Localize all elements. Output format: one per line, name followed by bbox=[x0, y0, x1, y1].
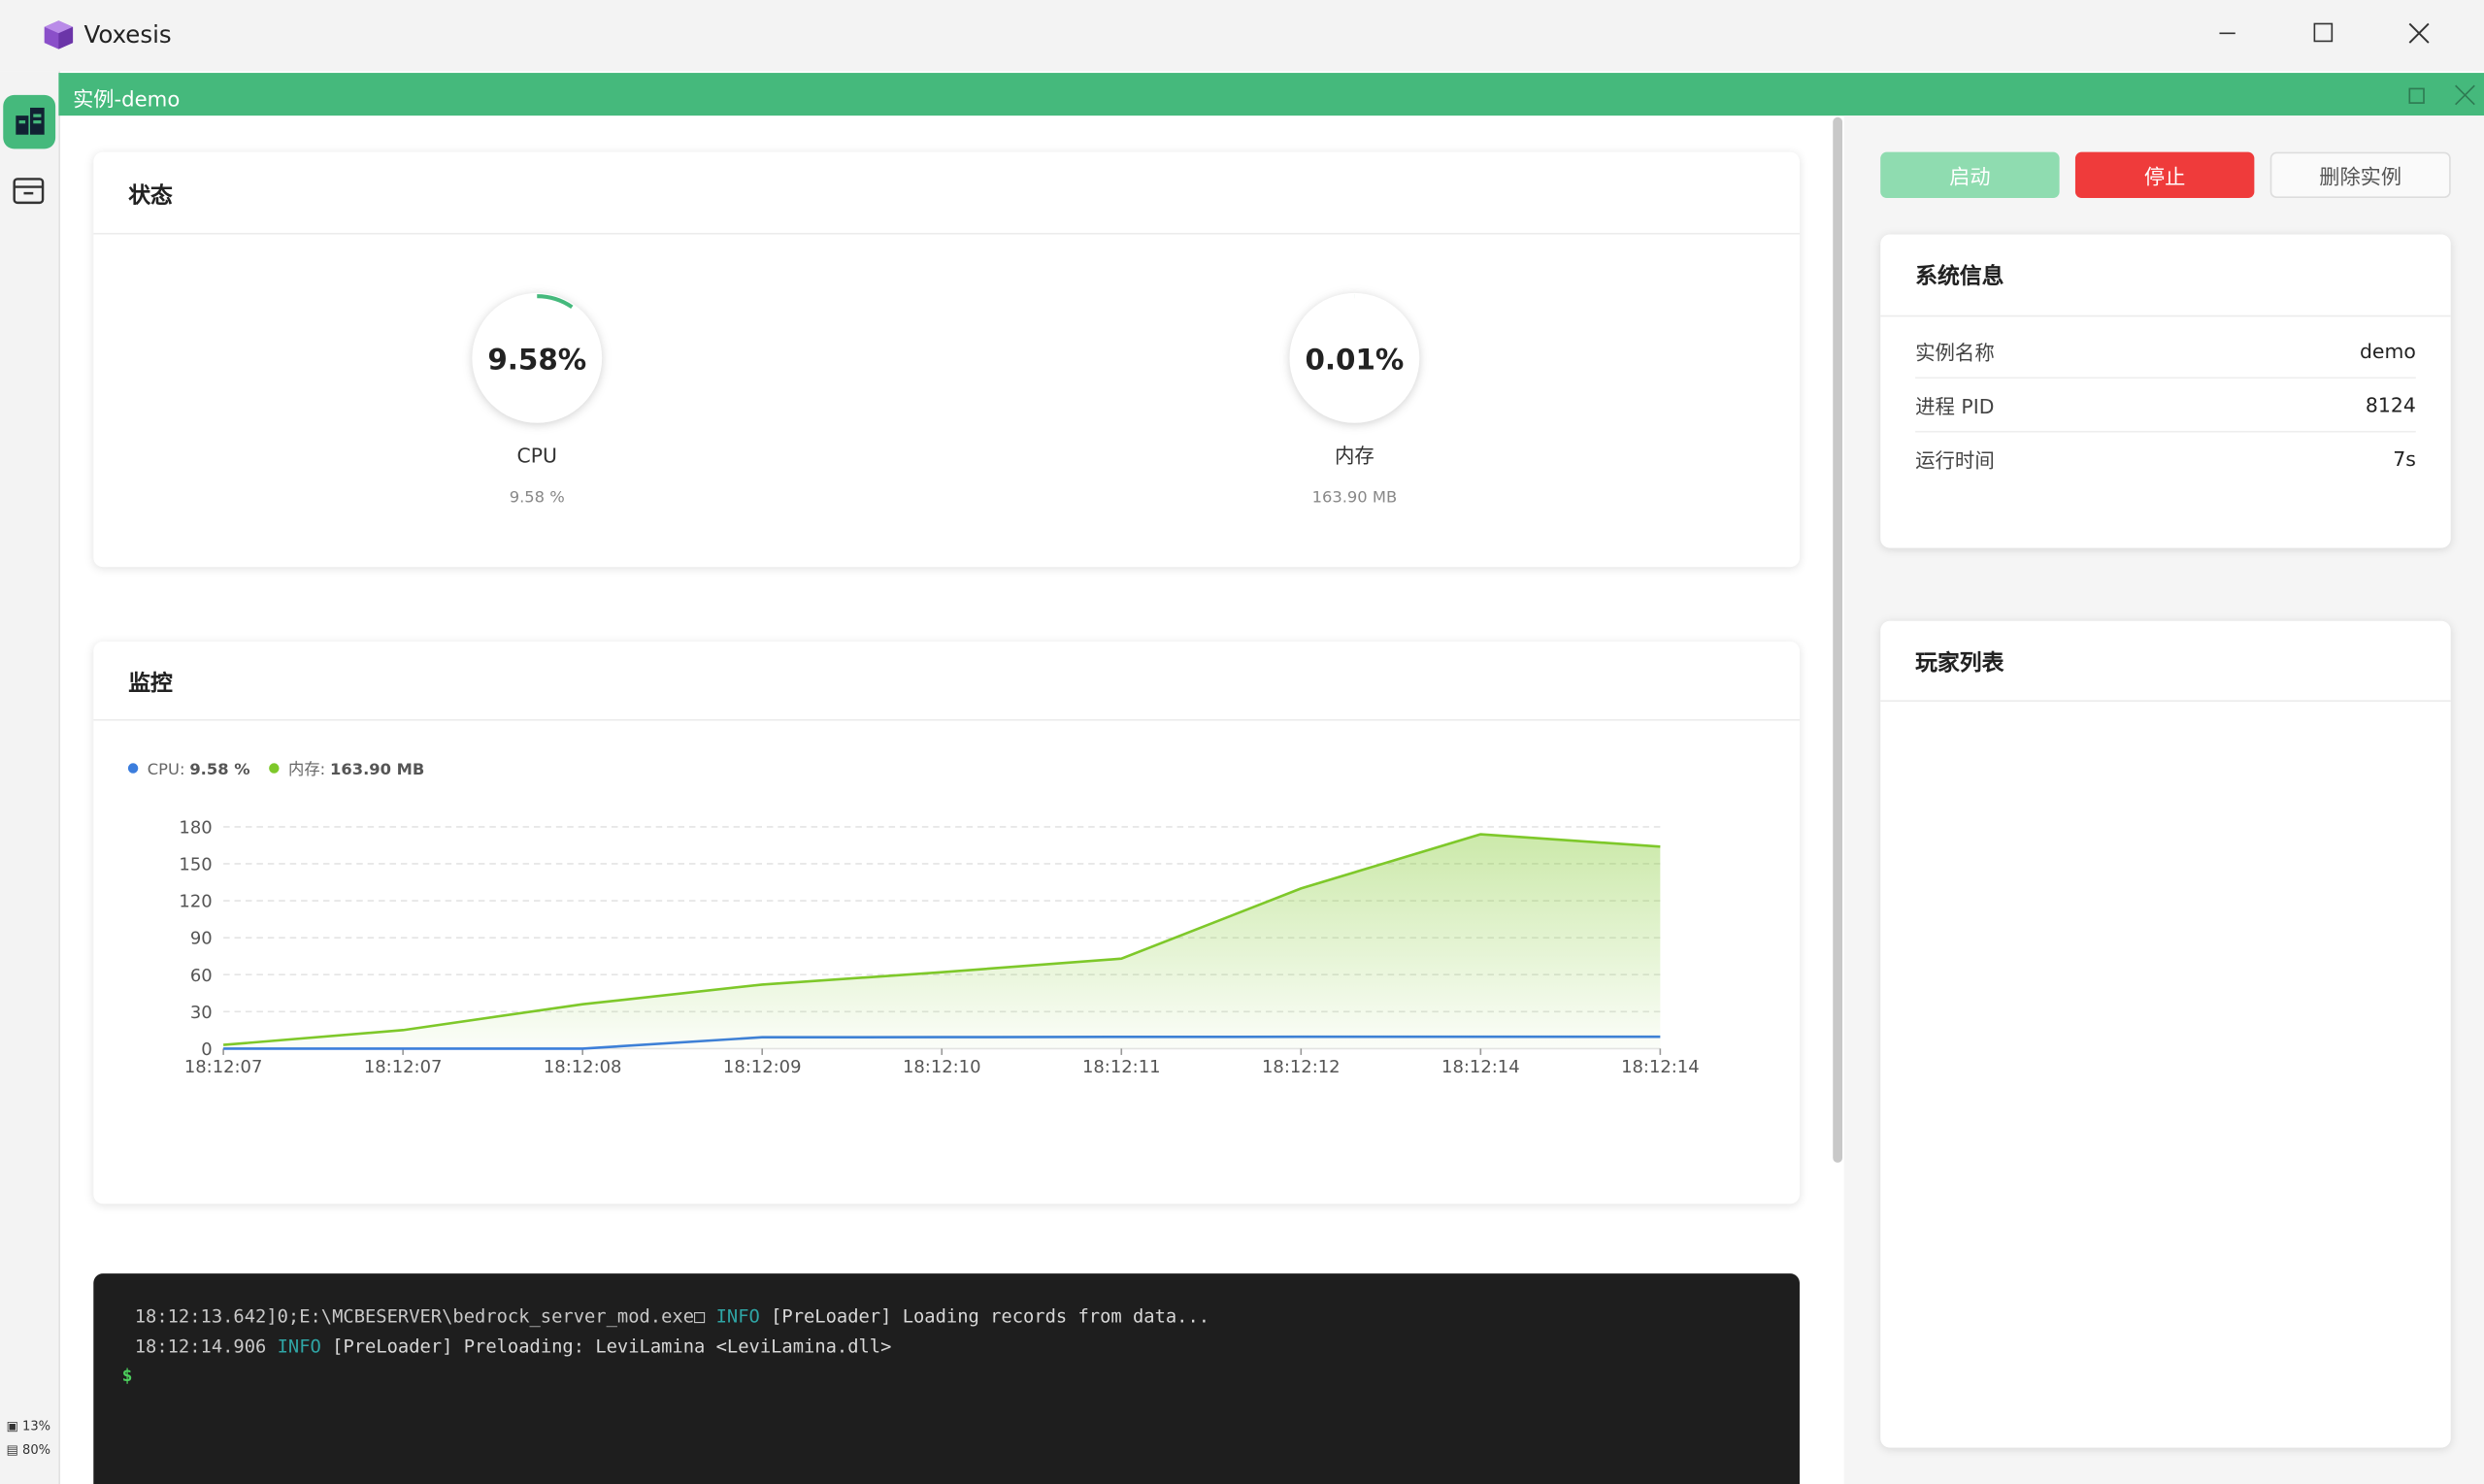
info-key: 运行时间 bbox=[1915, 447, 1995, 472]
x-tick-label: 18:12:07 bbox=[364, 1057, 443, 1077]
status-title: 状态 bbox=[128, 183, 173, 210]
console-segment: [PreLoader] Loading records from data... bbox=[759, 1304, 1210, 1328]
app-title: Voxesis bbox=[83, 20, 172, 49]
console-prompt: $ bbox=[121, 1365, 133, 1387]
x-tick-label: 18:12:08 bbox=[544, 1057, 622, 1077]
gauge-detail: 9.58 % bbox=[510, 487, 565, 506]
x-tick-label: 18:12:09 bbox=[723, 1057, 802, 1077]
legend-name: CPU: bbox=[148, 760, 185, 778]
tab-close[interactable] bbox=[2455, 84, 2475, 106]
y-tick-label: 120 bbox=[179, 892, 212, 912]
tab-detach[interactable] bbox=[2408, 87, 2425, 104]
players-title: 玩家列表 bbox=[1915, 650, 2004, 676]
gauge-name: CPU bbox=[517, 445, 557, 468]
console-segment: INFO bbox=[277, 1335, 321, 1358]
divider bbox=[93, 718, 1800, 721]
x-tick-label: 18:12:07 bbox=[184, 1057, 263, 1077]
cpu-usage-value: 13% bbox=[22, 1419, 51, 1434]
legend-value: 163.90 MB bbox=[330, 760, 424, 778]
gauge-shadow bbox=[472, 292, 603, 423]
info-value: 8124 bbox=[2365, 391, 2416, 416]
console-segment: [PreLoader] Preloading: LeviLamina <Levi… bbox=[320, 1335, 892, 1358]
app-icon bbox=[44, 20, 74, 49]
line bbox=[223, 833, 1661, 1046]
x-tick-label: 18:12:14 bbox=[1621, 1057, 1700, 1077]
x-tick-label: 18:12:12 bbox=[1262, 1057, 1341, 1077]
gauge-arc bbox=[1290, 294, 1419, 422]
legend-entry: CPU: 9.58 % bbox=[148, 760, 250, 778]
y-tick-label: 90 bbox=[190, 929, 213, 949]
gauge-detail: 163.90 MB bbox=[1312, 487, 1398, 506]
nav-icon bbox=[16, 107, 45, 135]
window-controls bbox=[2219, 22, 2430, 44]
console-line: 18:12:14.906 INFO [PreLoader] Preloading… bbox=[135, 1336, 892, 1358]
x-tick-label: 18:12:10 bbox=[903, 1057, 981, 1077]
console-segment: INFO bbox=[715, 1304, 760, 1328]
tab-title[interactable]: 实例-demo bbox=[73, 88, 181, 113]
info-value: demo bbox=[2359, 338, 2416, 362]
system-info-title: 系统信息 bbox=[1915, 264, 2004, 290]
close[interactable] bbox=[2408, 22, 2430, 44]
legend-marker bbox=[269, 763, 280, 774]
scrollbar[interactable] bbox=[1833, 116, 1843, 1163]
tab-bar: 实例-demo bbox=[58, 73, 2484, 116]
x-tick-label: 18:12:11 bbox=[1082, 1057, 1161, 1077]
divider bbox=[1880, 314, 2451, 317]
legend-marker bbox=[127, 763, 139, 774]
y-tick-label: 150 bbox=[179, 855, 212, 875]
cpu-usage: ▣ 13% bbox=[6, 1419, 51, 1434]
info-row: 运行时间 7s bbox=[1915, 431, 2416, 484]
info-row: 进程 PID 8124 bbox=[1915, 377, 2416, 433]
gauge-value: 0.01% bbox=[1305, 343, 1404, 376]
nav-instances[interactable] bbox=[3, 94, 56, 149]
info-row: 实例名称 demo bbox=[1915, 323, 2416, 379]
console-line: 18:12:13.642]0;E:\MCBESERVER\bedrock_ser… bbox=[135, 1305, 1209, 1328]
monitor-title: 监控 bbox=[128, 671, 173, 698]
gauge-shadow bbox=[1289, 292, 1420, 423]
info-key: 进程 PID bbox=[1915, 393, 1995, 418]
y-tick-label: 180 bbox=[179, 817, 212, 838]
gauge-name: 内存 bbox=[1335, 445, 1374, 468]
monitor-card: 监控 0 30 60 90 120 150 180 18:12:07 18:12:07 18:12… bbox=[93, 641, 1800, 1204]
tab-controls bbox=[2408, 84, 2475, 106]
sidebar: ▣ 13% ▤ 80% bbox=[0, 71, 61, 1484]
legend-entry: 内存: 163.90 MB bbox=[288, 760, 424, 778]
system-info-card: 系统信息 实例名称 demo 进程 PID 8124 运行时间 7s bbox=[1880, 234, 2451, 548]
title-bar: Voxesis bbox=[0, 0, 2484, 72]
legend-name: 内存: bbox=[288, 760, 325, 778]
divider bbox=[1880, 700, 2451, 702]
y-tick-label: 30 bbox=[190, 1003, 213, 1023]
gauge-arc bbox=[473, 294, 601, 422]
gauges: 9.58% CPU 9.58 % 0.01% 内存 163.90 MB bbox=[472, 292, 1420, 506]
status-card: 状态 9.58% CPU 9.58 % 0.01% 内存 163.90 MB bbox=[93, 151, 1800, 568]
start-button[interactable]: 启动 bbox=[1880, 151, 2060, 199]
memory-usage-value: 80% bbox=[22, 1442, 51, 1458]
y-tick-label: 0 bbox=[201, 1039, 212, 1060]
gauge-value: 9.58% bbox=[487, 343, 586, 376]
x-tick-label: 18:12:14 bbox=[1441, 1057, 1520, 1077]
chart: 0 30 60 90 120 150 180 18:12:07 18:12:07 18:12:08… bbox=[127, 760, 1700, 1077]
memory-usage: ▤ 80% bbox=[6, 1442, 51, 1458]
divider bbox=[93, 232, 1800, 235]
info-value: 7s bbox=[2393, 445, 2416, 470]
nav-archive[interactable] bbox=[13, 175, 45, 207]
y-tick-label: 60 bbox=[190, 966, 213, 986]
console[interactable]: 18:12:13.642]0;E:\MCBESERVER\bedrock_ser… bbox=[93, 1273, 1800, 1484]
console-segment: 18:12:13.642]0;E:\MCBESERVER\bedrock_ser… bbox=[134, 1304, 716, 1328]
players-card: 玩家列表 bbox=[1880, 620, 2451, 1448]
console-segment: 18:12:14.906 bbox=[134, 1335, 278, 1358]
info-key: 实例名称 bbox=[1915, 340, 1995, 364]
legend-value: 9.58 % bbox=[189, 760, 249, 778]
delete-button[interactable]: 删除实例 bbox=[2269, 151, 2451, 199]
stop-button[interactable]: 停止 bbox=[2074, 151, 2255, 199]
maximize[interactable] bbox=[2313, 22, 2334, 43]
area bbox=[223, 834, 1661, 1049]
